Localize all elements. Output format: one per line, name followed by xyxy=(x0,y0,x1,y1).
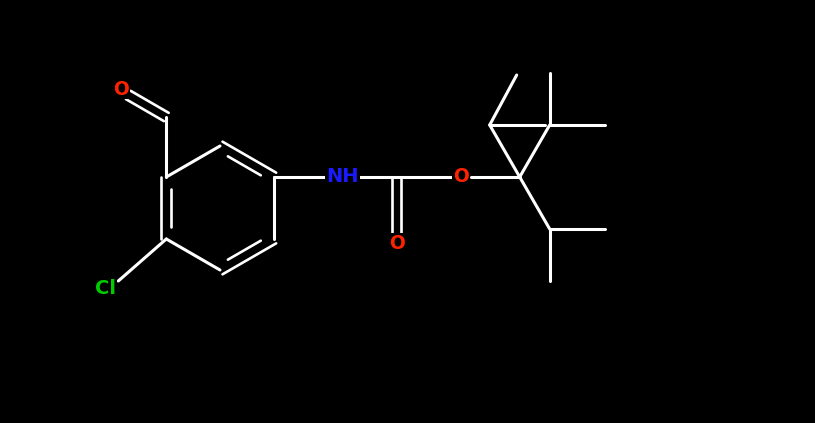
Text: O: O xyxy=(113,80,130,99)
Text: NH: NH xyxy=(327,167,359,186)
Text: O: O xyxy=(453,167,469,186)
Text: O: O xyxy=(389,233,404,253)
Text: Cl: Cl xyxy=(95,278,116,297)
